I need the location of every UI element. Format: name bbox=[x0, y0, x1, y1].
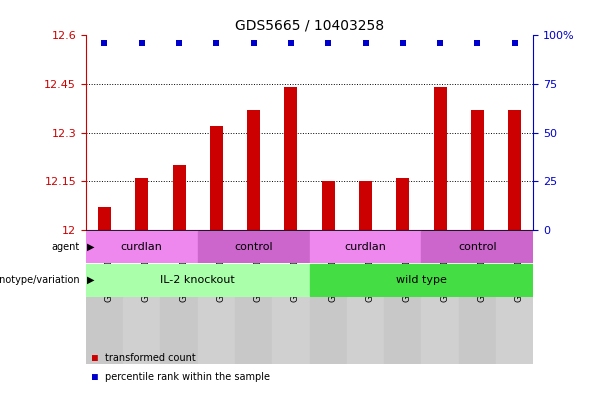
Bar bbox=[247, 110, 260, 230]
Text: GSM1401298: GSM1401298 bbox=[291, 242, 300, 302]
Bar bbox=[421, 231, 533, 263]
Bar bbox=[496, 297, 533, 364]
Text: control: control bbox=[234, 242, 273, 252]
Bar bbox=[433, 87, 447, 230]
Bar bbox=[359, 181, 372, 230]
Bar bbox=[284, 87, 297, 230]
Bar bbox=[471, 110, 484, 230]
Bar bbox=[396, 178, 409, 230]
Title: GDS5665 / 10403258: GDS5665 / 10403258 bbox=[235, 19, 384, 33]
Bar bbox=[197, 297, 235, 364]
Bar bbox=[235, 297, 272, 364]
Bar bbox=[98, 207, 111, 230]
Bar bbox=[123, 297, 161, 364]
Bar bbox=[310, 297, 347, 364]
Bar bbox=[86, 231, 197, 263]
Bar bbox=[86, 297, 123, 364]
Text: GSM1401301: GSM1401301 bbox=[142, 241, 151, 302]
Text: GSM1401302: GSM1401302 bbox=[179, 242, 188, 302]
Bar bbox=[384, 297, 421, 364]
Text: GSM1401292: GSM1401292 bbox=[216, 242, 226, 302]
Text: wild type: wild type bbox=[396, 275, 447, 285]
Bar bbox=[310, 264, 533, 296]
Text: GSM1401297: GSM1401297 bbox=[104, 242, 113, 302]
Text: GSM1401294: GSM1401294 bbox=[328, 242, 337, 302]
Bar bbox=[459, 297, 496, 364]
Text: ▶: ▶ bbox=[87, 275, 94, 285]
Text: control: control bbox=[458, 242, 497, 252]
Text: transformed count: transformed count bbox=[105, 353, 196, 363]
Bar bbox=[421, 297, 459, 364]
Text: GSM1401291: GSM1401291 bbox=[440, 242, 449, 302]
Bar bbox=[347, 297, 384, 364]
Bar bbox=[322, 181, 335, 230]
Bar bbox=[172, 165, 186, 230]
Bar bbox=[210, 126, 223, 230]
Bar bbox=[135, 178, 148, 230]
Bar bbox=[310, 231, 421, 263]
Text: GSM1401296: GSM1401296 bbox=[365, 242, 375, 302]
Text: GSM1401300: GSM1401300 bbox=[515, 241, 524, 302]
Text: ▶: ▶ bbox=[87, 242, 94, 252]
Bar bbox=[508, 110, 521, 230]
Bar bbox=[161, 297, 197, 364]
Bar bbox=[86, 264, 310, 296]
Text: GSM1401293: GSM1401293 bbox=[254, 242, 262, 302]
Text: curdlan: curdlan bbox=[121, 242, 162, 252]
Text: GSM1401295: GSM1401295 bbox=[478, 242, 486, 302]
Text: IL-2 knockout: IL-2 knockout bbox=[161, 275, 235, 285]
Text: curdlan: curdlan bbox=[345, 242, 386, 252]
Text: ■: ■ bbox=[92, 353, 98, 363]
Text: ■: ■ bbox=[92, 372, 98, 382]
Text: GSM1401299: GSM1401299 bbox=[403, 242, 412, 302]
Text: genotype/variation: genotype/variation bbox=[0, 275, 80, 285]
Bar bbox=[272, 297, 310, 364]
Text: agent: agent bbox=[51, 242, 80, 252]
Text: percentile rank within the sample: percentile rank within the sample bbox=[105, 372, 270, 382]
Bar bbox=[197, 231, 310, 263]
